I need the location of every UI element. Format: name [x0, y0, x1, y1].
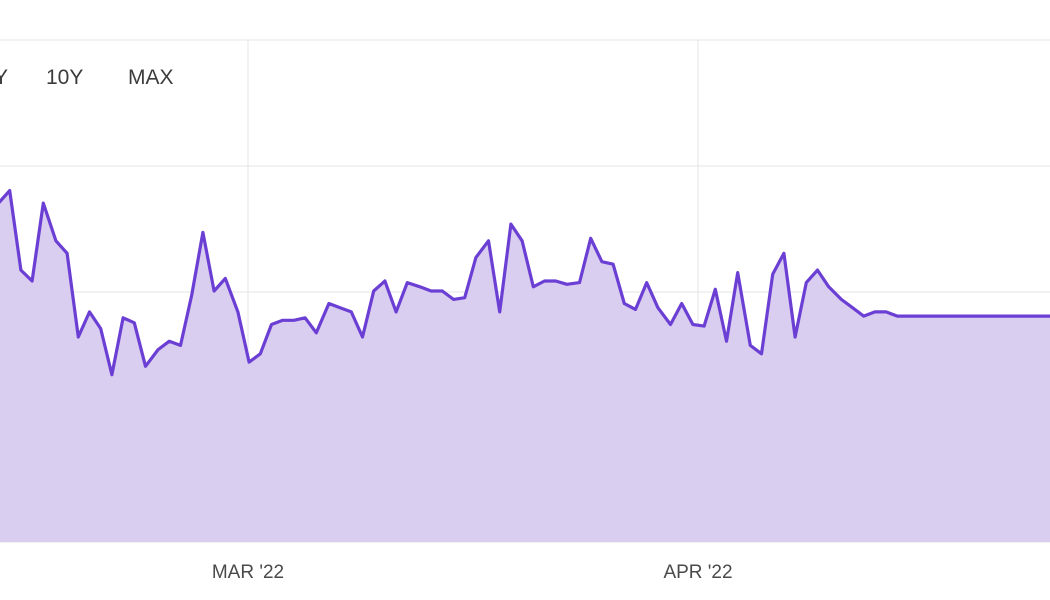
x-axis-tick-labels: MAR '22 APR '22 [212, 562, 733, 583]
series-area-fill [0, 191, 1050, 542]
range-selector: Y 10Y MAX [0, 66, 174, 89]
chart-series [0, 191, 1050, 542]
range-button-10y[interactable]: 10Y [46, 66, 83, 89]
x-tick-label: MAR '22 [212, 562, 284, 583]
range-button-label: MAX [128, 66, 174, 89]
x-tick-label: APR '22 [663, 562, 732, 583]
range-button-max[interactable]: MAX [128, 66, 174, 89]
range-button-label: 10Y [46, 66, 83, 89]
range-button-y[interactable]: Y [0, 66, 8, 89]
range-button-label: Y [0, 66, 8, 89]
